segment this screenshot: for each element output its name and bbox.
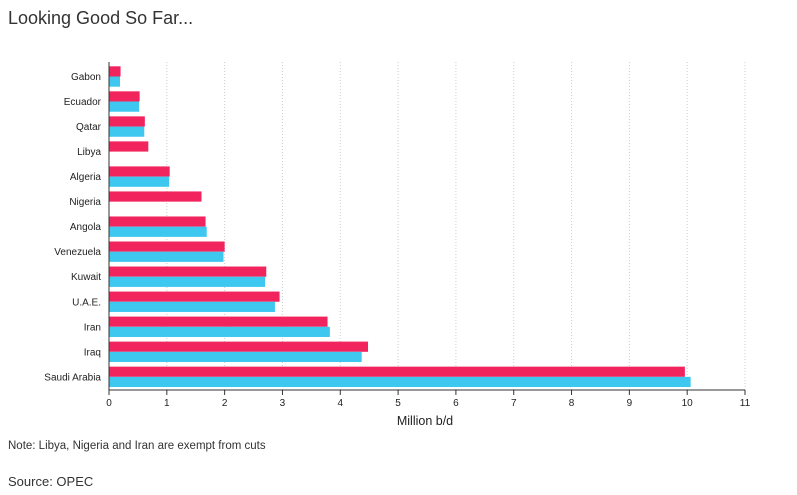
- x-tick-label: 3: [280, 398, 286, 409]
- gridlines: [166, 62, 746, 390]
- category-label: Saudi Arabia: [44, 372, 101, 383]
- category-labels: Gabon Ecuador Qatar Libya Algeria Nigeria Ango…: [44, 72, 101, 383]
- x-tick-label: 10: [682, 398, 694, 409]
- bar: [109, 351, 362, 363]
- bar: [109, 66, 121, 77]
- bar: [109, 76, 120, 87]
- category-label: Kuwait: [71, 272, 101, 283]
- category-label: Algeria: [70, 172, 102, 183]
- bar: [109, 251, 224, 262]
- x-axis: 0 1 2 3 4 5 6 7 8 9 10 11: [106, 62, 751, 409]
- bar: [109, 241, 225, 252]
- bar: [109, 116, 145, 127]
- bar: [109, 126, 145, 137]
- bar: [109, 316, 328, 327]
- bar: [109, 366, 685, 377]
- category-label: Libya: [77, 147, 101, 158]
- x-tick-label: 0: [106, 398, 112, 409]
- chart-note: Note: Libya, Nigeria and Iran are exempt…: [8, 440, 266, 452]
- category-label: Iraq: [84, 347, 101, 358]
- bar: [109, 326, 330, 337]
- bar: [109, 266, 267, 277]
- bar: [109, 291, 280, 302]
- bar: [109, 226, 207, 237]
- bar: [109, 91, 140, 102]
- x-tick-label: 9: [627, 398, 633, 409]
- category-label: Iran: [84, 322, 101, 333]
- x-tick-label: 8: [569, 398, 575, 409]
- bar: [109, 276, 266, 287]
- x-tick-label: 11: [740, 398, 751, 409]
- category-label: Venezuela: [54, 247, 101, 258]
- category-label: Qatar: [76, 122, 102, 133]
- category-label: Angola: [70, 222, 102, 233]
- x-tick-label: 7: [511, 398, 517, 409]
- bar: [109, 191, 202, 202]
- bar: [109, 176, 170, 187]
- x-tick-label: 5: [395, 398, 401, 409]
- x-tick-label: 4: [337, 398, 343, 409]
- bar: [109, 376, 691, 388]
- bar: [109, 101, 140, 112]
- bar: [109, 166, 170, 177]
- chart-title: Looking Good So Far...: [8, 8, 194, 28]
- x-tick-label: 6: [453, 398, 459, 409]
- category-label: Nigeria: [69, 197, 101, 208]
- x-tick-label: 1: [164, 398, 170, 409]
- bars: [109, 66, 691, 388]
- bar: [109, 216, 206, 227]
- category-label: Ecuador: [64, 97, 102, 108]
- category-label: U.A.E.: [72, 297, 101, 308]
- bar: [109, 301, 275, 312]
- bar: [109, 141, 149, 152]
- chart-source: Source: OPEC: [8, 474, 94, 489]
- bar: [109, 341, 369, 352]
- category-label: Gabon: [71, 72, 101, 83]
- x-axis-title: Million b/d: [397, 414, 453, 428]
- x-tick-label: 2: [222, 398, 228, 409]
